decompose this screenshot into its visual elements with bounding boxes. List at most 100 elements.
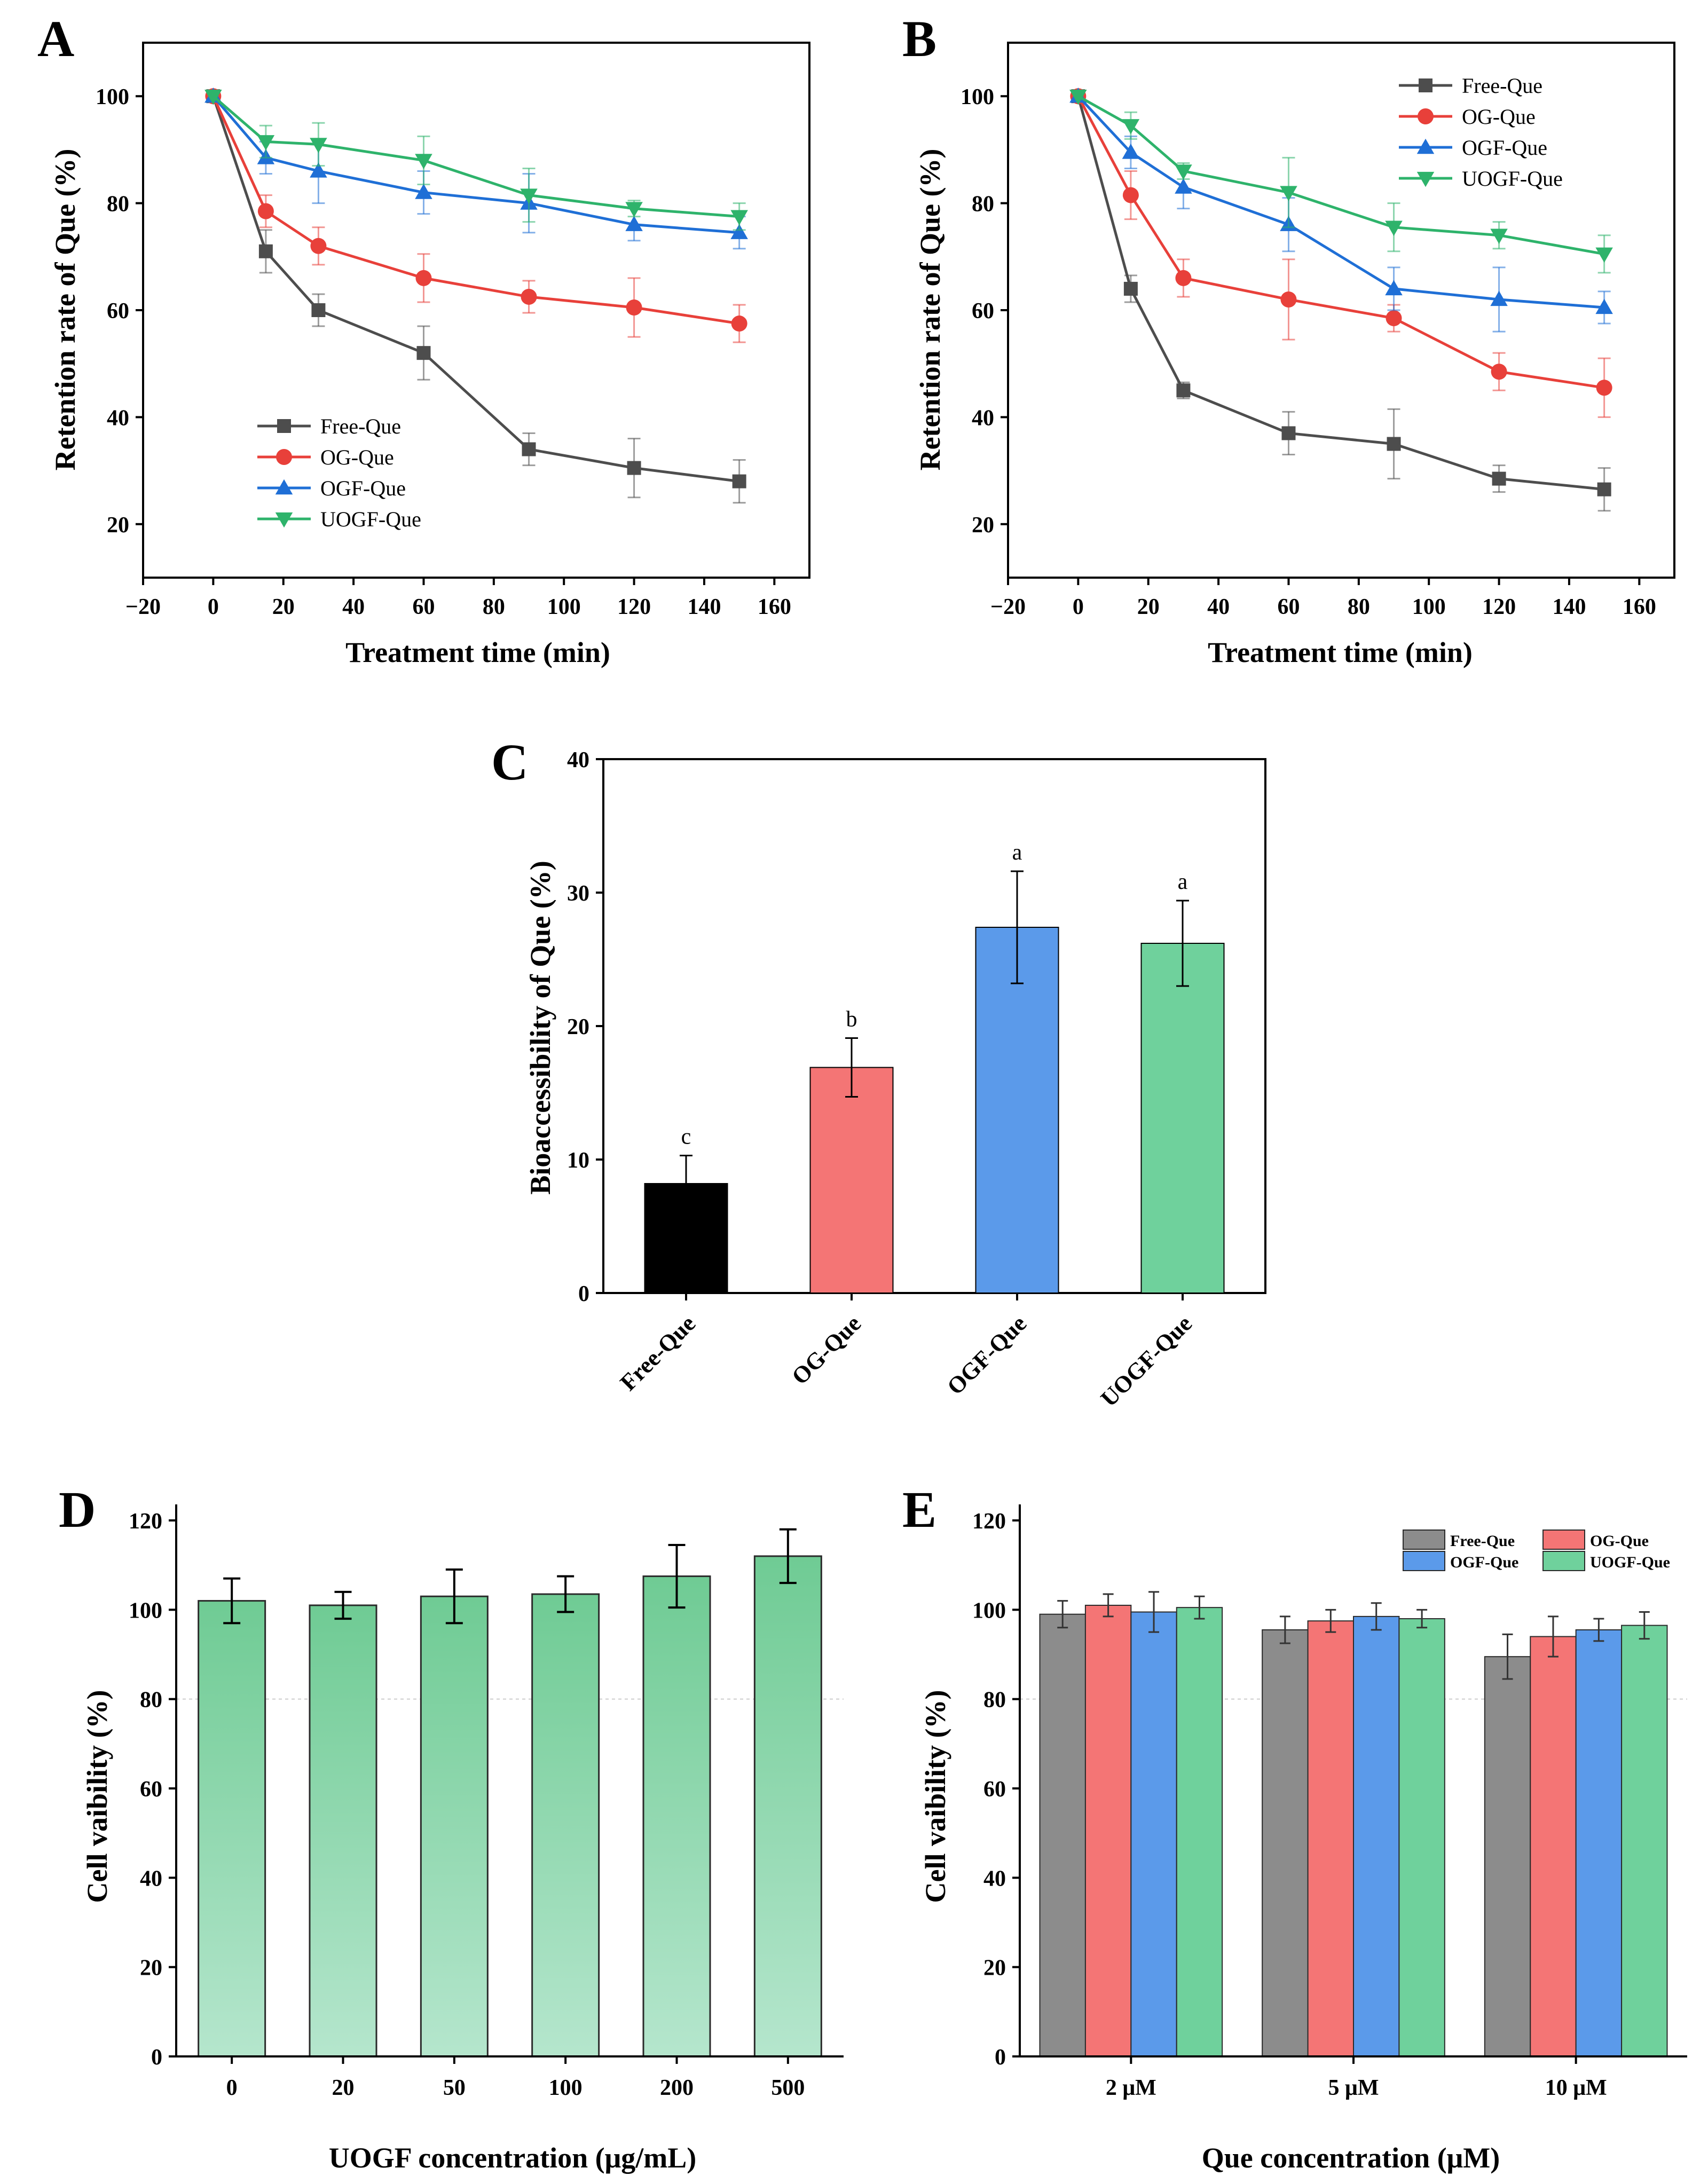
panel-B-x-tick-label: 60 [1277,595,1300,619]
panel-B-point [1175,164,1192,180]
panel-B-x-tick-label: 20 [1137,595,1160,619]
panel-e-error-bar [1103,1593,1114,1618]
panel-A-point [415,154,432,169]
panel-B-legend-label: OG-Que [1462,105,1536,129]
panel-A-x-tick-label: 160 [758,595,791,619]
panel-A-point [522,442,536,456]
panel-b: B Retention rate of Que (%) Treatment ti… [902,10,1675,668]
panel-A-series-og-que [205,88,747,343]
panel-B-legend-label: Free-Que [1462,74,1542,98]
panel-B-x-tick-label: 100 [1412,595,1446,619]
panel-A-legend-marker [277,419,291,433]
panel-c-y-tick-label: 40 [567,748,589,772]
panel-B-x-tick-label: 80 [1348,595,1370,619]
panel-e-x-tick-label: 2 μM [1106,2076,1156,2100]
panel-c-y-tick-label: 20 [567,1015,589,1039]
panel-B-legend-marker [1419,78,1432,92]
panel-A-point [416,346,431,360]
panel-B-legend-label: OGF-Que [1462,136,1547,160]
panel-A-point [204,90,222,105]
panel-b-x-title: Treatment time (min) [1208,636,1473,668]
panel-b-letter: B [902,10,936,67]
panel-B-y-tick-label: 80 [972,192,994,217]
panel-A-legend-label: UOGF-Que [320,507,421,531]
panel-A-x-tick-label: 20 [272,595,295,619]
panel-A-point [730,224,748,239]
panel-c-x-tick-label: OGF-Que [942,1310,1032,1400]
panel-e-error-bar [1547,1615,1559,1658]
panel-e-error-bar [1325,1609,1336,1633]
panel-a-y-title: Retention rate of Que (%) [49,149,81,471]
panel-B-y-tick-label: 40 [972,406,994,430]
panel-A-point [311,303,326,317]
panel-A-point [310,238,327,254]
panel-A-x-tick-label: 80 [483,595,505,619]
panel-e-legend-swatch [1403,1551,1445,1571]
panel-B-point [1596,380,1612,396]
panel-B-x-tick-label: 0 [1073,595,1084,619]
panel-e-error-bar [1639,1611,1650,1640]
panel-d-y-tick-label: 80 [140,1688,162,1713]
panel-e-error-bar [1279,1615,1290,1644]
panel-B-point [1492,471,1506,486]
panel-B-point [1595,247,1613,263]
panel-A-point [625,202,643,217]
panel-B-legend-label: UOGF-Que [1462,167,1563,191]
panel-c-bar-og-que [809,1067,894,1294]
panel-e-plot: 0 20 40 60 80 100 120 2 μM 5 μM 10 μM Free-Que OG-Q… [972,1504,1687,2100]
panel-A-point [415,270,432,286]
panel-d-y-tick-label: 60 [140,1777,162,1802]
panel-e: E Cell vaibility (%) Que concentration (… [902,1481,1687,2174]
panel-d-y-tick-label: 40 [140,1866,162,1891]
panel-e-y-tick-label: 60 [983,1777,1006,1802]
panel-d-bar-200 [642,1575,711,2057]
panel-B-x-tick-label: 120 [1482,595,1516,619]
panel-A-point [731,316,747,332]
panel-B-point [1491,364,1507,380]
panel-d-error-bar [779,1528,797,1584]
panel-c-y-title: Bioaccessibility of Que (%) [524,861,556,1194]
panel-e-y-tick-label: 100 [972,1598,1006,1623]
panel-d-x-tick-label: 0 [226,2076,238,2100]
panel-B-legend-marker [1418,108,1434,124]
panel-A-point [310,162,327,178]
panel-A-point [626,299,642,316]
panel-e-legend-swatch [1542,1551,1585,1571]
panel-d-bar-0 [198,1600,266,2057]
panel-B-point [1597,482,1611,496]
panel-B-legend-marker [1416,138,1435,154]
panel-d-bar-500 [753,1555,822,2057]
panel-c-y-tick-label: 30 [567,881,589,906]
panel-A-y-tick-label: 60 [107,299,129,324]
panel-B-point [1175,270,1192,286]
panel-A-y-tick-label: 40 [107,406,129,430]
panel-d-y-tick-label: 20 [140,1956,162,1981]
panel-c-error-bar [1011,870,1024,984]
panel-e-error-bar [1371,1602,1382,1631]
panel-B-x-tick-label: −20 [990,595,1026,619]
panel-B-point [1490,290,1508,306]
panel-c-plot: 0 10 20 30 40 c Free-Que b OG-Que a OGF-Que a UOGF-Q… [567,748,1266,1412]
panel-A-point [627,461,641,475]
panel-d-x-tick-label: 100 [549,2076,583,2100]
panel-c-x-tick-label: UOGF-Que [1096,1310,1197,1412]
panel-d-error-bar [668,1544,686,1609]
panel-B-point [1385,280,1403,296]
panel-e-x-tick-label: 5 μM [1328,2076,1379,2100]
panel-A-legend-label: OGF-Que [320,476,406,500]
panel-e-bar-free-que [1484,1656,1531,2057]
panel-e-error-bar [1416,1609,1428,1629]
panel-e-bar-ogf-que [1575,1629,1623,2057]
panel-B-y-tick-label: 100 [961,85,994,109]
panel-A-point [730,210,748,225]
panel-B-point [1490,228,1508,244]
panel-A-x-tick-label: 0 [208,595,219,619]
panel-B-point [1069,90,1087,105]
panel-d-plot: 0 20 40 60 80 100 120 0 20 50 100 200 500 [129,1504,844,2100]
panel-e-bar-uogf-que [1621,1625,1668,2057]
panel-c-y-tick-label: 10 [567,1148,589,1173]
panel-A-series-free-que [206,89,746,504]
panel-B-point [1595,298,1613,314]
panel-B-legend: Free-Que OG-Que OGF-Que UOGF-Que [1399,74,1563,191]
